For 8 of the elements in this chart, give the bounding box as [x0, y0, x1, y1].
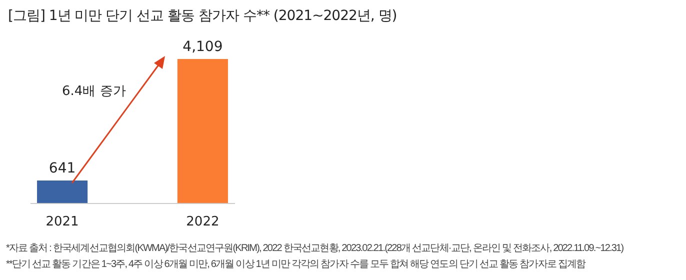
text: **단기 선교 활동 기간은 1~3주, 4주 이상 6개월 미만, 6개월 이상 1년 미만 각각의 참가자 수를 모두 합쳐 해당 연도의 단기 선교 활동 참가자로 집계함	[6, 258, 586, 271]
data-label: 4,109	[182, 39, 223, 55]
annotation: 6.4배 증가	[62, 83, 126, 100]
data-label: 641	[48, 160, 76, 177]
text: *자료 출처 : 한국세계선교협의회(KWMA)/한국선교연구원(KRIM), 2022 한국선교현황, 2023.02.21.(228개 선교단체·교단, 온라인 및 전화조사, 2022.11.09.~12.31)	[6, 242, 624, 255]
x-tick-label: 2021	[46, 214, 79, 230]
chart-title: [그림] 1년 미만 단기 선교 활동 참가자 수** (2021~2022년, 명)	[8, 7, 397, 25]
x-tick-label: 2022	[186, 214, 220, 230]
